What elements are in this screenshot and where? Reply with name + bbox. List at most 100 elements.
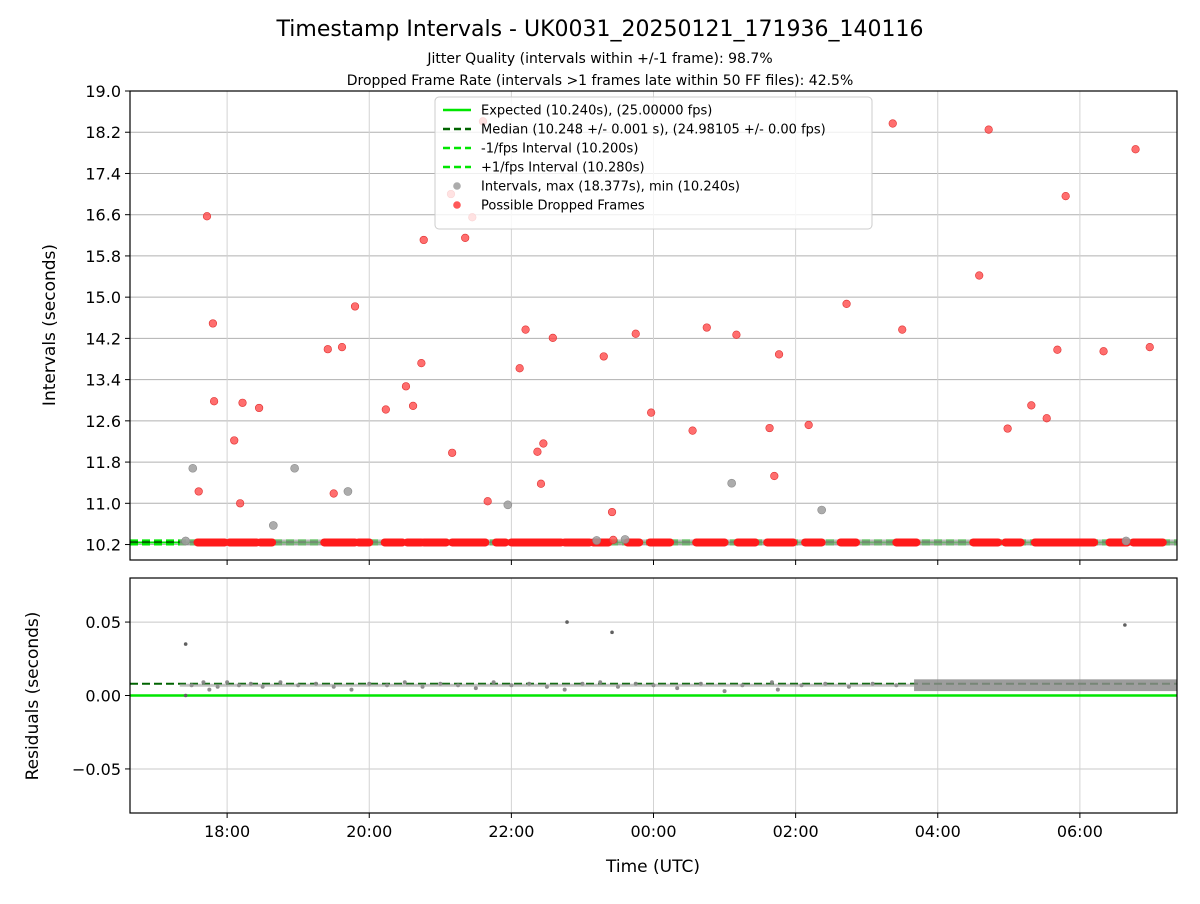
top-y-tick-label: 12.6 <box>85 412 121 431</box>
legend-box <box>434 96 873 230</box>
legend-label: +1/fps Interval (10.280s) <box>481 161 645 176</box>
residual-point <box>207 687 212 692</box>
top-y-tick-label: 11.8 <box>85 453 121 472</box>
dropped-frame-point <box>1053 345 1062 354</box>
residual-outlier-point <box>610 630 614 635</box>
dropped-frame-point <box>350 302 360 311</box>
residual-point <box>775 687 780 692</box>
dropped-frame-point <box>536 479 546 488</box>
interval-point <box>290 463 299 473</box>
interval-point <box>620 535 630 544</box>
bottom-data-points <box>179 620 1177 698</box>
top-y-axis-label: Intervals (seconds) <box>40 244 60 406</box>
dropped-frame-point <box>1027 401 1036 410</box>
top-y-tick-label: 10.2 <box>85 536 121 555</box>
dropped-frame-point <box>448 448 457 457</box>
residual-point <box>402 680 407 685</box>
dropped-frame-point <box>515 364 524 373</box>
top-y-tick-label: 11.0 <box>85 494 121 513</box>
bottom-y-tick-label: 0.00 <box>85 687 121 706</box>
interval-point <box>503 500 513 510</box>
bottom-x-tick-label: 06:00 <box>1057 822 1103 841</box>
dropped-frame-point <box>381 405 390 414</box>
top-y-tick-label: 19.0 <box>85 82 121 101</box>
bottom-x-tick-label: 18:00 <box>204 822 250 841</box>
residual-outlier-point <box>565 620 569 624</box>
dropped-frame-point <box>323 345 332 354</box>
legend-label: Possible Dropped Frames <box>481 199 645 214</box>
residual-point <box>491 680 496 685</box>
dropped-frame-point <box>202 212 212 221</box>
dropped-frame-point <box>631 329 640 338</box>
dropped-frame-point <box>770 471 779 481</box>
top-y-tick-label: 15.8 <box>85 247 121 266</box>
dropped-frame-point <box>401 382 411 391</box>
residual-outlier-point <box>1123 623 1127 627</box>
top-y-tick-label: 15.0 <box>85 288 121 307</box>
dropped-frame-point <box>975 271 984 280</box>
dropped-frame-point <box>732 330 741 339</box>
residual-point <box>278 680 283 685</box>
legend-label: Intervals, max (18.377s), min (10.240s) <box>481 180 740 195</box>
bottom-x-tick-label: 22:00 <box>488 822 534 841</box>
top-y-tick-label: 16.6 <box>85 206 121 225</box>
dropped-frame-point <box>461 233 470 242</box>
top-y-tick-label: 18.2 <box>85 123 121 142</box>
residual-point <box>769 680 774 685</box>
interval-point <box>592 536 601 545</box>
residual-point <box>349 687 354 692</box>
bottom-y-axis-label: Residuals (seconds) <box>23 612 43 781</box>
bottom-x-tick-label: 00:00 <box>630 822 676 841</box>
dropped-frame-point <box>1061 192 1070 201</box>
interval-point <box>817 505 826 515</box>
bottom-x-tick-label: 02:00 <box>773 822 819 841</box>
legend-swatch-marker <box>453 182 461 190</box>
dropped-frame-point <box>688 426 697 435</box>
dropped-frame-point <box>329 489 338 498</box>
bottom-y-tick-label: 0.05 <box>85 613 121 632</box>
dropped-frame-point <box>599 352 608 361</box>
top-y-tick-label: 13.4 <box>85 371 121 390</box>
dropped-frame-point <box>898 325 907 334</box>
dropped-frame-point <box>609 535 618 545</box>
dropped-frame-point <box>337 343 347 352</box>
dropped-frame-point <box>1145 343 1154 352</box>
dropped-frame-point <box>254 403 264 413</box>
top-axis-ticks: 10.2 11.0 11.8 12.6 13.4 14.2 15.0 15.8 16.6 17.4… <box>85 82 1081 565</box>
residual-point <box>473 686 478 691</box>
bottom-x-tick-label: 04:00 <box>915 822 961 841</box>
dropped-frame-point <box>607 507 617 517</box>
dropped-frame-point <box>774 350 784 359</box>
chart-subtitle-jitter: Jitter Quality (intervals within +/-1 fr… <box>426 51 772 67</box>
dropped-frame-point <box>804 420 813 430</box>
residual-dense-band <box>914 679 1177 692</box>
dropped-frame-point <box>548 333 557 342</box>
top-y-tick-label: 14.2 <box>85 329 121 348</box>
residual-outlier-point <box>183 642 188 646</box>
residual-point <box>675 686 680 691</box>
x-axis-label: Time (UTC) <box>605 857 700 877</box>
dropped-frame-point <box>209 397 219 406</box>
dropped-frame-point <box>533 447 542 456</box>
interval-point <box>727 478 736 488</box>
dropped-frame-point <box>539 439 548 448</box>
residual-point <box>201 680 206 685</box>
interval-point <box>1121 536 1131 546</box>
dropped-frame-point <box>984 125 993 134</box>
legend-label: Median (10.248 +/- 0.001 s), (24.98105 +… <box>481 123 826 138</box>
dropped-frame-point <box>230 436 239 445</box>
dropped-frame-point <box>842 299 851 308</box>
residual-point <box>722 689 727 694</box>
dropped-frame-point <box>888 119 897 128</box>
residual-point <box>225 680 230 685</box>
residual-point <box>562 687 567 692</box>
interval-point <box>269 521 278 530</box>
legend: Expected (10.240s), (25.00000 fps) Median… <box>434 96 873 230</box>
dropped-frame-point <box>1131 145 1140 154</box>
bottom-axis-ticks: 0.05 0.00 −0.05 18:00 20:00 22:00 00:00 02:00 04… <box>72 613 1103 841</box>
dropped-frame-point <box>1042 414 1051 423</box>
dropped-frame-point <box>1003 424 1012 433</box>
dropped-frame-point <box>647 408 656 417</box>
residual-outlier-point <box>183 693 188 698</box>
